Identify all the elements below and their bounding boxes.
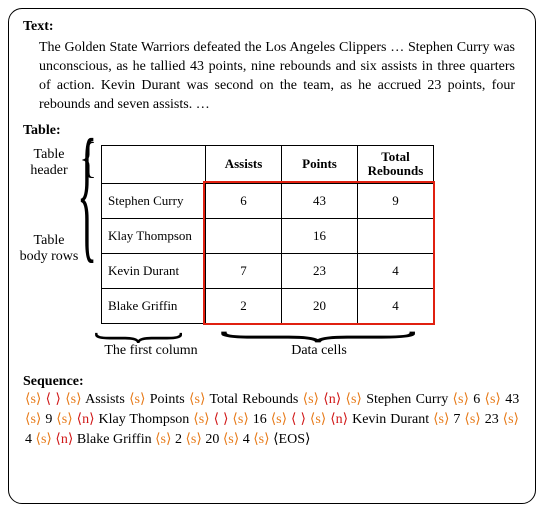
cell-name: Klay Thompson	[102, 218, 206, 253]
cell-points: 23	[282, 253, 358, 288]
brace-header: {	[79, 136, 97, 180]
stats-table: Assists Points Total Rebounds Stephen Cu…	[101, 145, 434, 324]
cell-assists: 2	[206, 288, 282, 323]
cell-name: Blake Griffin	[102, 288, 206, 323]
table-section-label: Table:	[23, 123, 521, 139]
th-rebounds: Total Rebounds	[358, 145, 434, 183]
cell-rebounds	[358, 218, 434, 253]
cell-name: Kevin Durant	[102, 253, 206, 288]
table-row: Stephen Curry 6 43 9	[102, 183, 434, 218]
cell-rebounds: 4	[358, 288, 434, 323]
brace-body: {	[77, 120, 97, 271]
cell-rebounds: 9	[358, 183, 434, 218]
label-first-column: The first column	[91, 343, 211, 359]
cell-rebounds: 4	[358, 253, 434, 288]
label-table-body: Table body rows	[19, 233, 79, 267]
cell-points: 20	[282, 288, 358, 323]
th-points: Points	[282, 145, 358, 183]
cell-assists	[206, 218, 282, 253]
cell-name: Stephen Curry	[102, 183, 206, 218]
cell-assists: 7	[206, 253, 282, 288]
cell-assists: 6	[206, 183, 282, 218]
figure-frame: Text: The Golden State Warriors defeated…	[8, 8, 536, 504]
label-table-header: Table header	[19, 147, 79, 181]
cell-points: 43	[282, 183, 358, 218]
text-paragraph: The Golden State Warriors defeated the L…	[23, 39, 521, 115]
table-area: { Table header { Table body rows Assists…	[101, 145, 521, 324]
table-row: Blake Griffin 2 20 4	[102, 288, 434, 323]
table-header-row: Assists Points Total Rebounds	[102, 145, 434, 183]
sequence-section-label: Sequence:	[23, 374, 521, 390]
th-assists: Assists	[206, 145, 282, 183]
table-row: Kevin Durant 7 23 4	[102, 253, 434, 288]
cell-points: 16	[282, 218, 358, 253]
table-row: Klay Thompson 16	[102, 218, 434, 253]
th-name	[102, 145, 206, 183]
label-data-cells: Data cells	[259, 343, 379, 359]
sequence-text: ⟨s⟩ ⟨ ⟩ ⟨s⟩ Assists ⟨s⟩ Points ⟨s⟩ Total…	[23, 390, 521, 451]
text-section-label: Text:	[23, 19, 521, 35]
brace-data-cells: {	[189, 328, 423, 345]
brace-first-col: {	[84, 329, 189, 345]
